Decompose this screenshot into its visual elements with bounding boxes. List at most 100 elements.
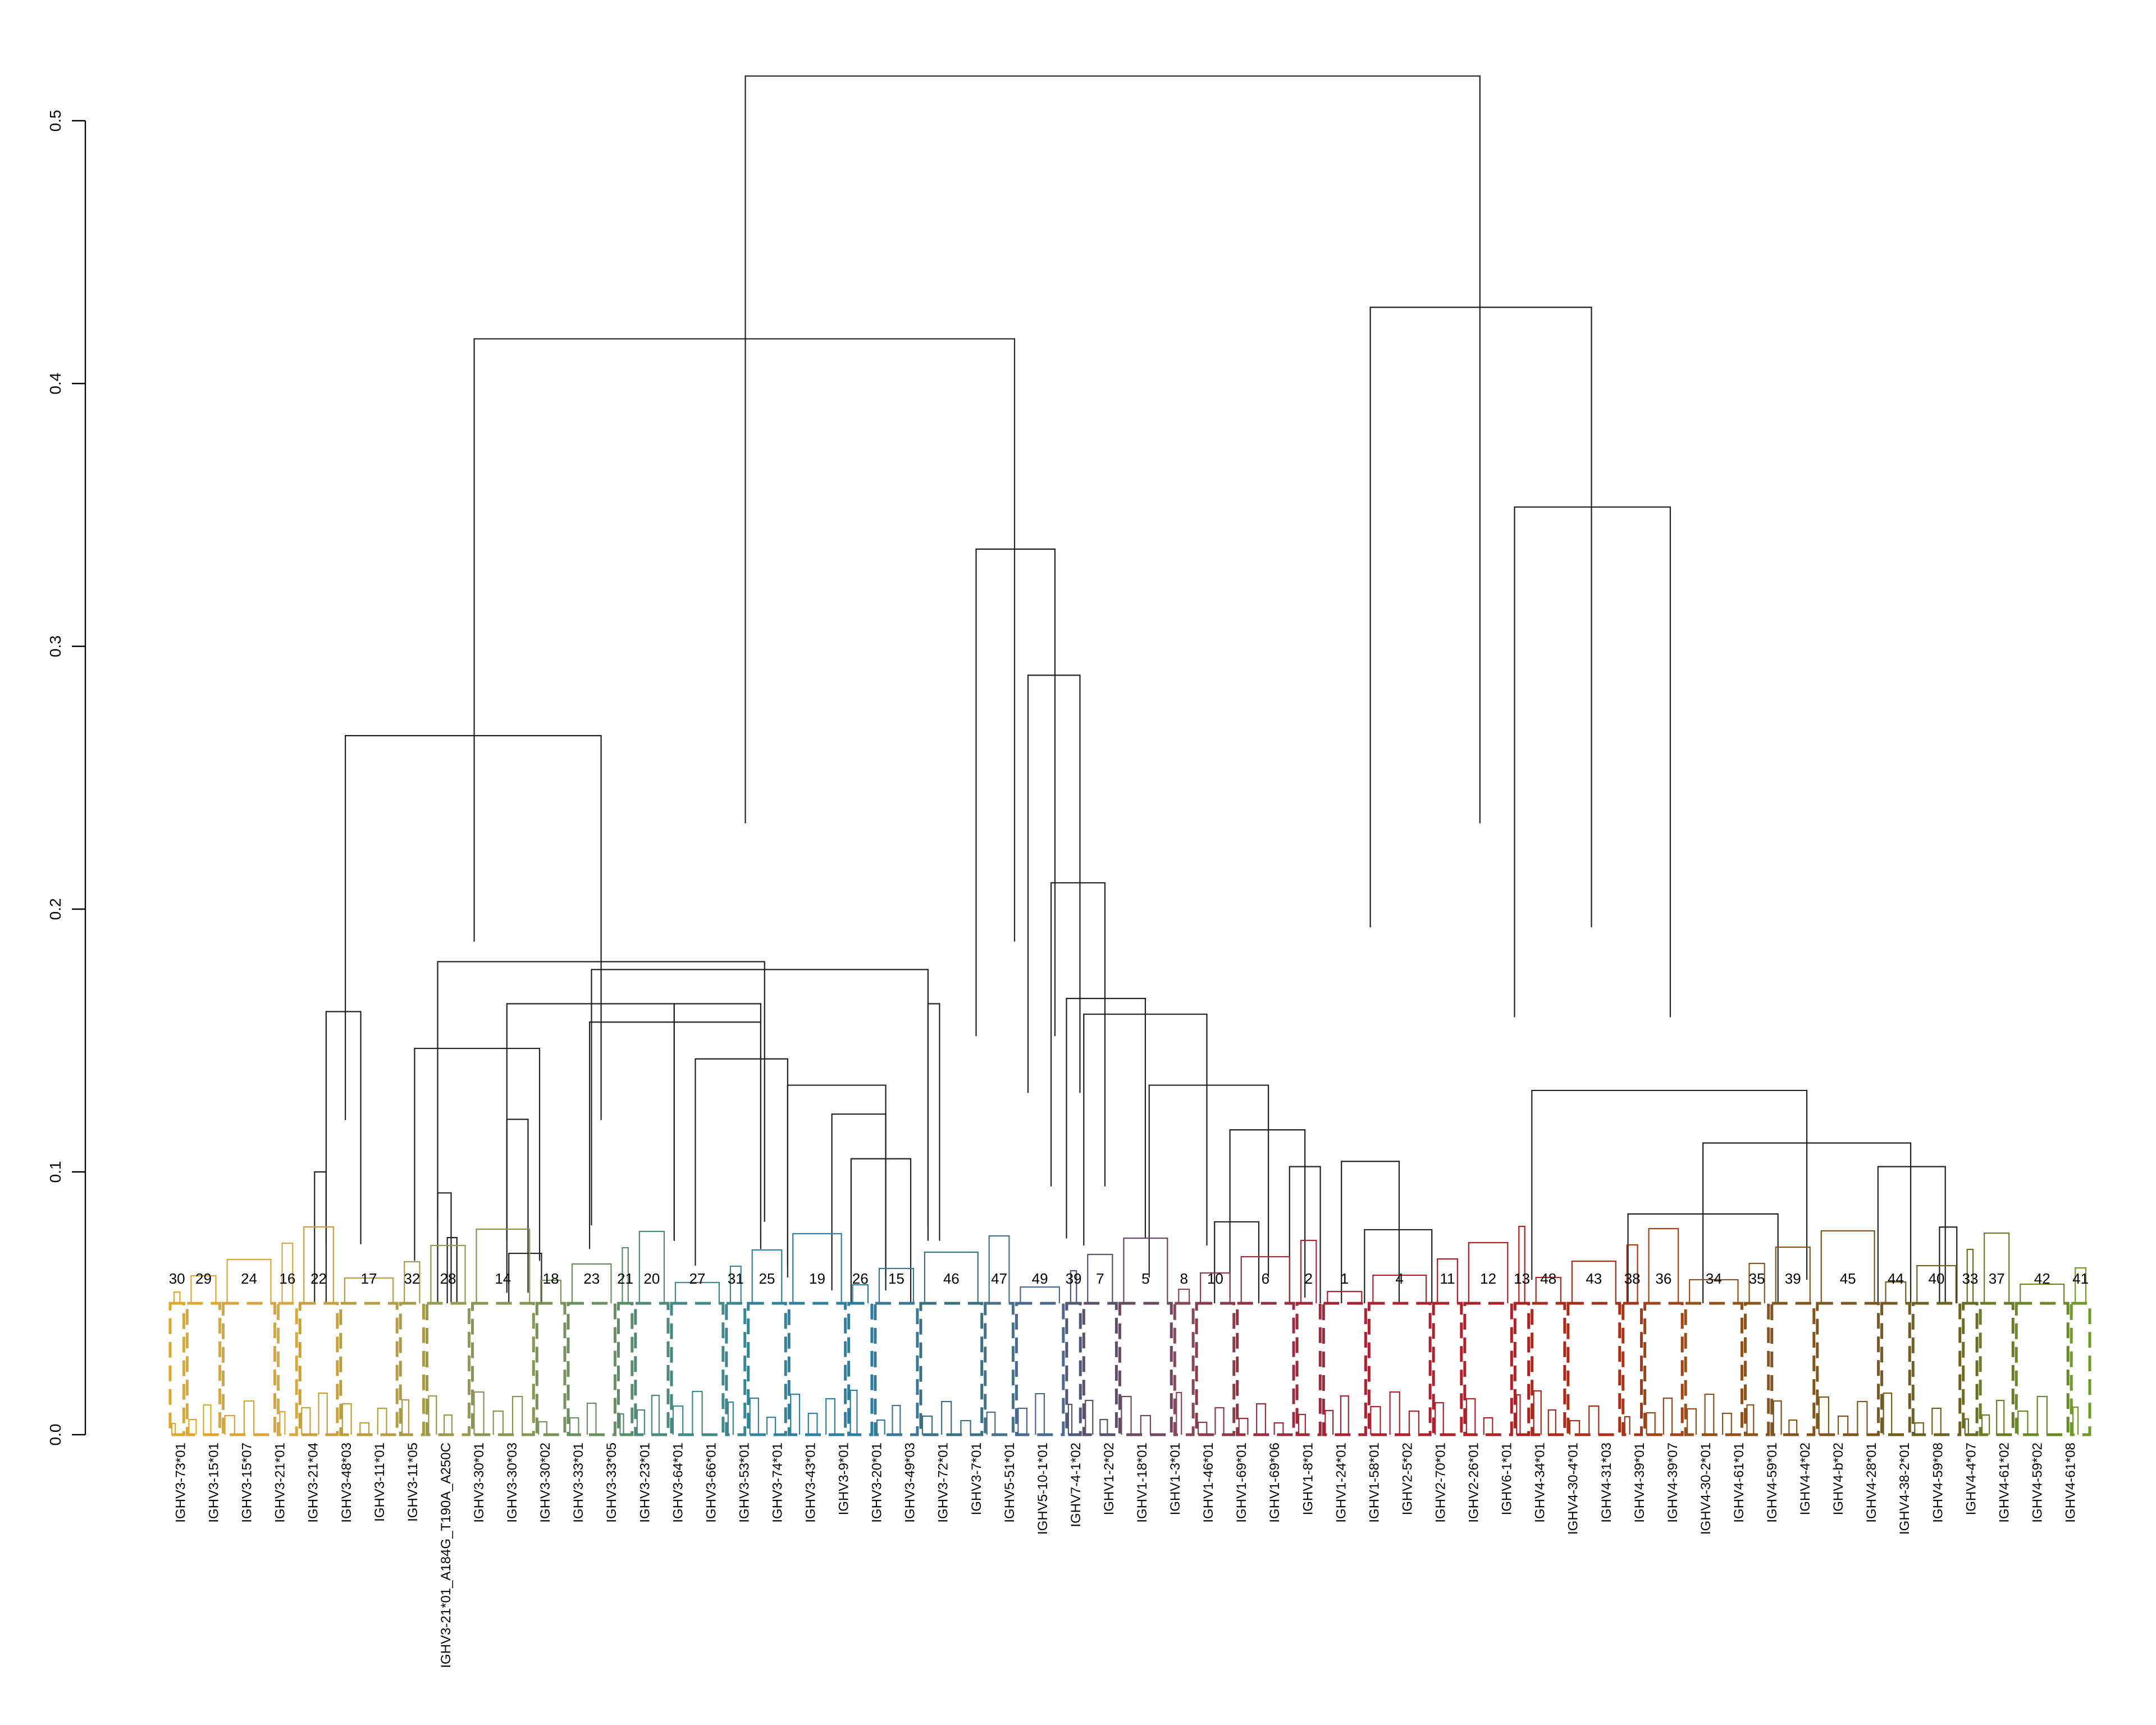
leaf-branch <box>1099 1418 1108 1435</box>
leaf-branch <box>443 1414 453 1435</box>
merge-branch <box>414 1047 541 1261</box>
cluster-number-label: 15 <box>888 1270 905 1287</box>
leaf-branch <box>1931 1407 1942 1435</box>
upper-tree <box>314 75 1958 1303</box>
leaf-branch <box>279 1411 286 1435</box>
leaf-label: IGHV3-20*01 <box>870 1443 885 1523</box>
cluster-number-label: 11 <box>1440 1270 1455 1287</box>
leaf-branch <box>1324 1409 1334 1435</box>
leaf-label: IGHV3-72*01 <box>936 1443 951 1523</box>
cluster-branch <box>281 1242 294 1303</box>
leaf-branch <box>921 1415 933 1435</box>
leaf-branch <box>1140 1414 1152 1435</box>
leaf-branch <box>636 1409 645 1435</box>
leaf-label: IGHV4-59*01 <box>1765 1443 1780 1523</box>
leaf-branch <box>1746 1404 1755 1435</box>
leaf-branch <box>1788 1419 1798 1435</box>
cluster-box <box>616 1302 634 1436</box>
cluster-branch <box>1240 1256 1291 1303</box>
cluster-branch <box>1123 1237 1168 1303</box>
cluster-box <box>1880 1302 1911 1436</box>
cluster-branch <box>1626 1244 1638 1303</box>
leaf-branch <box>692 1390 703 1435</box>
cluster-number-label: 8 <box>1180 1270 1187 1287</box>
cluster-number-label: 48 <box>1540 1270 1556 1287</box>
leaf-label: IGHV1-69*01 <box>1234 1443 1249 1523</box>
leaf-label: IGHV3-21*01_A184G_T190A_A250C <box>438 1443 454 1668</box>
merge-branch <box>1341 1161 1400 1303</box>
leaf-branch <box>1516 1394 1521 1435</box>
cluster-branch <box>571 1263 612 1303</box>
leaf-label: IGHV3-30*03 <box>505 1443 520 1523</box>
leaf-branch <box>2072 1406 2079 1435</box>
leaf-branch <box>849 1389 858 1435</box>
cluster-number-label: 7 <box>1096 1270 1104 1287</box>
cluster-branch <box>226 1258 272 1303</box>
y-tick-label: 0.2 <box>47 898 64 920</box>
leaf-branch <box>1533 1390 1542 1435</box>
leaf-branch <box>766 1416 776 1435</box>
cluster-branch <box>751 1249 783 1303</box>
leaf-branch <box>651 1394 660 1435</box>
leaf-branch <box>203 1404 212 1435</box>
cluster-number-label: 39 <box>1785 1270 1801 1287</box>
leaf-label: IGHV3-64*01 <box>670 1443 686 1523</box>
cluster-branch <box>1327 1290 1363 1303</box>
cluster-number-label: 34 <box>1706 1270 1722 1287</box>
leaf-label: IGHV1-24*01 <box>1333 1443 1349 1523</box>
leaf-branch <box>586 1402 597 1435</box>
merge-branch <box>446 1236 458 1303</box>
leaf-branch <box>511 1395 523 1435</box>
cluster-box <box>222 1302 276 1436</box>
leaf-label: IGHV2-26*01 <box>1467 1443 1482 1523</box>
leaf-branch <box>1646 1412 1656 1435</box>
cluster-box <box>847 1302 874 1436</box>
leaf-branch <box>1704 1393 1715 1435</box>
cluster-number-label: 18 <box>543 1270 559 1287</box>
cluster-number-label: 38 <box>1624 1270 1641 1287</box>
leaf-branch <box>1588 1405 1600 1435</box>
cluster-number-label: 1 <box>1341 1270 1349 1287</box>
leaf-branch <box>171 1422 176 1435</box>
cluster-branch <box>1535 1276 1561 1303</box>
merge-branch <box>831 1113 887 1291</box>
merge-branch <box>588 1021 761 1249</box>
leaf-branch <box>1837 1415 1849 1435</box>
leaf-label: IGHV7-4-1*02 <box>1068 1443 1084 1527</box>
leaf-branch <box>1389 1391 1400 1435</box>
leaf-branch <box>1035 1393 1045 1435</box>
cluster-branch <box>1775 1246 1811 1303</box>
leaf-branch <box>1465 1398 1476 1435</box>
cluster-number-label: 20 <box>643 1270 660 1287</box>
merge-branch <box>1066 998 1146 1239</box>
cluster-branch <box>1372 1274 1427 1303</box>
cluster-branch <box>404 1261 421 1303</box>
leaf-label: IGHV4-31*03 <box>1599 1443 1614 1523</box>
merge-branch <box>975 548 1056 1037</box>
cluster-branch <box>1984 1232 2010 1303</box>
cluster-box <box>1195 1302 1236 1436</box>
leaf-label: IGHV4-61*02 <box>1997 1443 2012 1523</box>
cluster-box <box>399 1302 425 1436</box>
leaf-branch <box>1298 1413 1306 1435</box>
merge-branch <box>1877 1166 1946 1303</box>
cluster-number-label: 14 <box>495 1270 511 1287</box>
cluster-branch <box>638 1230 665 1303</box>
leaf-label: IGHV3-49*03 <box>903 1443 918 1523</box>
cluster-number-label: 17 <box>361 1270 377 1287</box>
leaf-branch <box>727 1401 734 1435</box>
leaf-branch <box>1121 1395 1132 1435</box>
leaf-branch <box>807 1412 818 1435</box>
y-tick-label: 0.0 <box>47 1424 64 1446</box>
leaf-label: IGHV1-3*01 <box>1168 1443 1183 1515</box>
cluster-branch <box>1885 1281 1907 1303</box>
cluster-number-label: 27 <box>689 1270 705 1287</box>
leaf-label: IGHV4-59*02 <box>2030 1443 2045 1523</box>
cluster-number-label: 10 <box>1207 1270 1223 1287</box>
leaf-label: IGHV3-11*05 <box>405 1443 421 1522</box>
cluster-branch <box>1518 1225 1525 1303</box>
merge-branch <box>325 1011 362 1244</box>
cluster-number-label: 41 <box>2072 1270 2089 1287</box>
leaf-label: IGHV3-33*05 <box>604 1443 619 1523</box>
